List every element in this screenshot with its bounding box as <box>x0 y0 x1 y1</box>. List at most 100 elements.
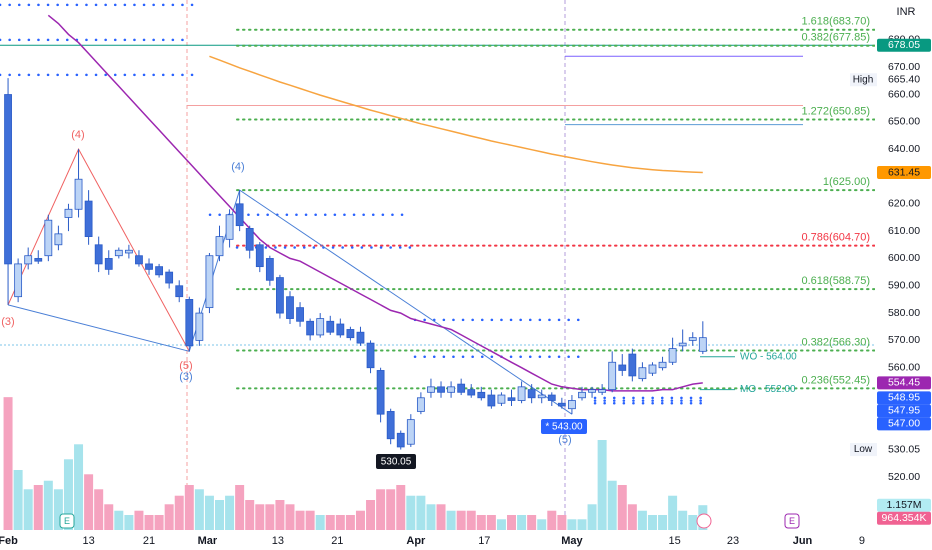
point-box-text: * 543.00 <box>545 422 583 433</box>
wave-label: (3) <box>179 371 192 383</box>
candle-body <box>568 400 576 410</box>
x-tick-label: Apr <box>406 535 426 547</box>
volume-bar <box>63 459 73 530</box>
candle-body <box>507 397 516 401</box>
price-badge <box>877 38 931 52</box>
candle-body <box>215 236 224 257</box>
candle-body <box>24 255 33 265</box>
wave-label: (4) <box>71 129 84 141</box>
candle-body <box>255 244 264 268</box>
volume-bar <box>265 504 275 530</box>
fib-label: 0.382(566.30) <box>802 336 871 348</box>
period-label: MO - 552.00 <box>740 384 796 395</box>
candle-body <box>366 342 375 369</box>
moving-average <box>47 14 703 392</box>
candle-body <box>296 307 304 322</box>
volume-bar <box>446 510 456 530</box>
volume-bar <box>345 515 355 530</box>
volume-bar <box>597 440 607 530</box>
volume-bar <box>154 515 164 530</box>
volume-bar <box>386 489 396 530</box>
volume-bar <box>406 495 416 530</box>
candle-body <box>517 386 526 401</box>
period-label: WO - 564.00 <box>740 351 797 362</box>
volume-bar <box>194 489 204 530</box>
candle-body <box>608 361 617 390</box>
volume-bar <box>476 515 486 530</box>
dividend-icon[interactable] <box>696 513 712 529</box>
low-box <box>376 454 416 469</box>
price-badge-text: 678.05 <box>888 39 920 51</box>
fib-label: 0.382(677.85) <box>802 32 871 44</box>
price-badge-text: 964.354K <box>882 512 927 524</box>
volume-bar <box>124 515 134 530</box>
earnings-badge[interactable] <box>59 513 75 529</box>
price-badge <box>877 404 931 418</box>
earnings-badge[interactable] <box>784 513 800 529</box>
x-tick-label: Feb <box>0 535 18 547</box>
volume-bar <box>94 489 104 530</box>
volume-bar <box>355 510 365 530</box>
volume-bar <box>245 500 255 530</box>
price-badge-text: 547.00 <box>888 418 920 430</box>
candle-body <box>316 318 325 336</box>
candle-body <box>557 402 566 407</box>
volume-bar <box>53 489 63 530</box>
volume-bar <box>567 519 577 530</box>
x-tick-label: 15 <box>669 535 681 547</box>
badge-prefix: Low <box>854 444 873 455</box>
candle-body <box>195 312 204 341</box>
volume-bar <box>23 489 33 530</box>
x-tick-label: 21 <box>331 535 343 547</box>
price-badge-text: 548.95 <box>888 392 920 404</box>
price-badge <box>877 443 931 457</box>
volume-bar <box>255 504 265 530</box>
y-tick-label: 670.00 <box>888 61 920 73</box>
candle-body <box>346 329 355 339</box>
candle-body <box>497 394 506 404</box>
candle-body <box>628 353 637 377</box>
y-tick-label: 610.00 <box>888 225 920 237</box>
x-tick-label: 23 <box>727 535 739 547</box>
price-badge <box>877 166 931 180</box>
price-badge-text: 547.95 <box>888 405 920 417</box>
x-tick-label: May <box>561 535 583 547</box>
candle-body <box>326 320 335 333</box>
badge-prefix-bg <box>850 443 877 457</box>
y-tick-label: 580.00 <box>888 307 920 319</box>
earnings-text: E <box>64 516 70 526</box>
volume-bar <box>104 504 114 530</box>
candle-body <box>668 348 677 363</box>
volume-bar <box>547 510 557 530</box>
candle-body <box>44 219 53 257</box>
currency: INR <box>897 6 916 18</box>
candle-body <box>175 285 184 298</box>
price-badge <box>877 391 931 405</box>
volume-bar <box>668 495 678 530</box>
candle-body <box>235 203 244 227</box>
candle-body <box>34 258 43 262</box>
candle-body <box>427 386 435 393</box>
volume-bar <box>134 510 144 530</box>
moving-average <box>209 55 703 174</box>
candle-body <box>205 255 214 309</box>
candle-body <box>477 391 486 399</box>
volume-bar <box>74 444 84 530</box>
volume-bar <box>688 515 698 530</box>
volume-bar <box>607 480 617 530</box>
candle-body <box>447 386 455 393</box>
candle-body <box>265 258 274 281</box>
price-badge-text: 554.45 <box>888 377 920 389</box>
volume-bar <box>496 519 506 530</box>
badge-prefix: High <box>853 74 874 85</box>
y-tick-label: 620.00 <box>888 198 920 210</box>
volume-bar <box>376 489 386 530</box>
candle-body <box>658 361 667 369</box>
volume-bar <box>84 474 94 530</box>
volume-bar <box>486 515 496 530</box>
candle-body <box>94 244 103 265</box>
y-tick-label: 660.00 <box>888 88 920 100</box>
candle-body <box>406 419 415 445</box>
volume-bar <box>204 495 214 530</box>
candle-body <box>286 296 294 319</box>
